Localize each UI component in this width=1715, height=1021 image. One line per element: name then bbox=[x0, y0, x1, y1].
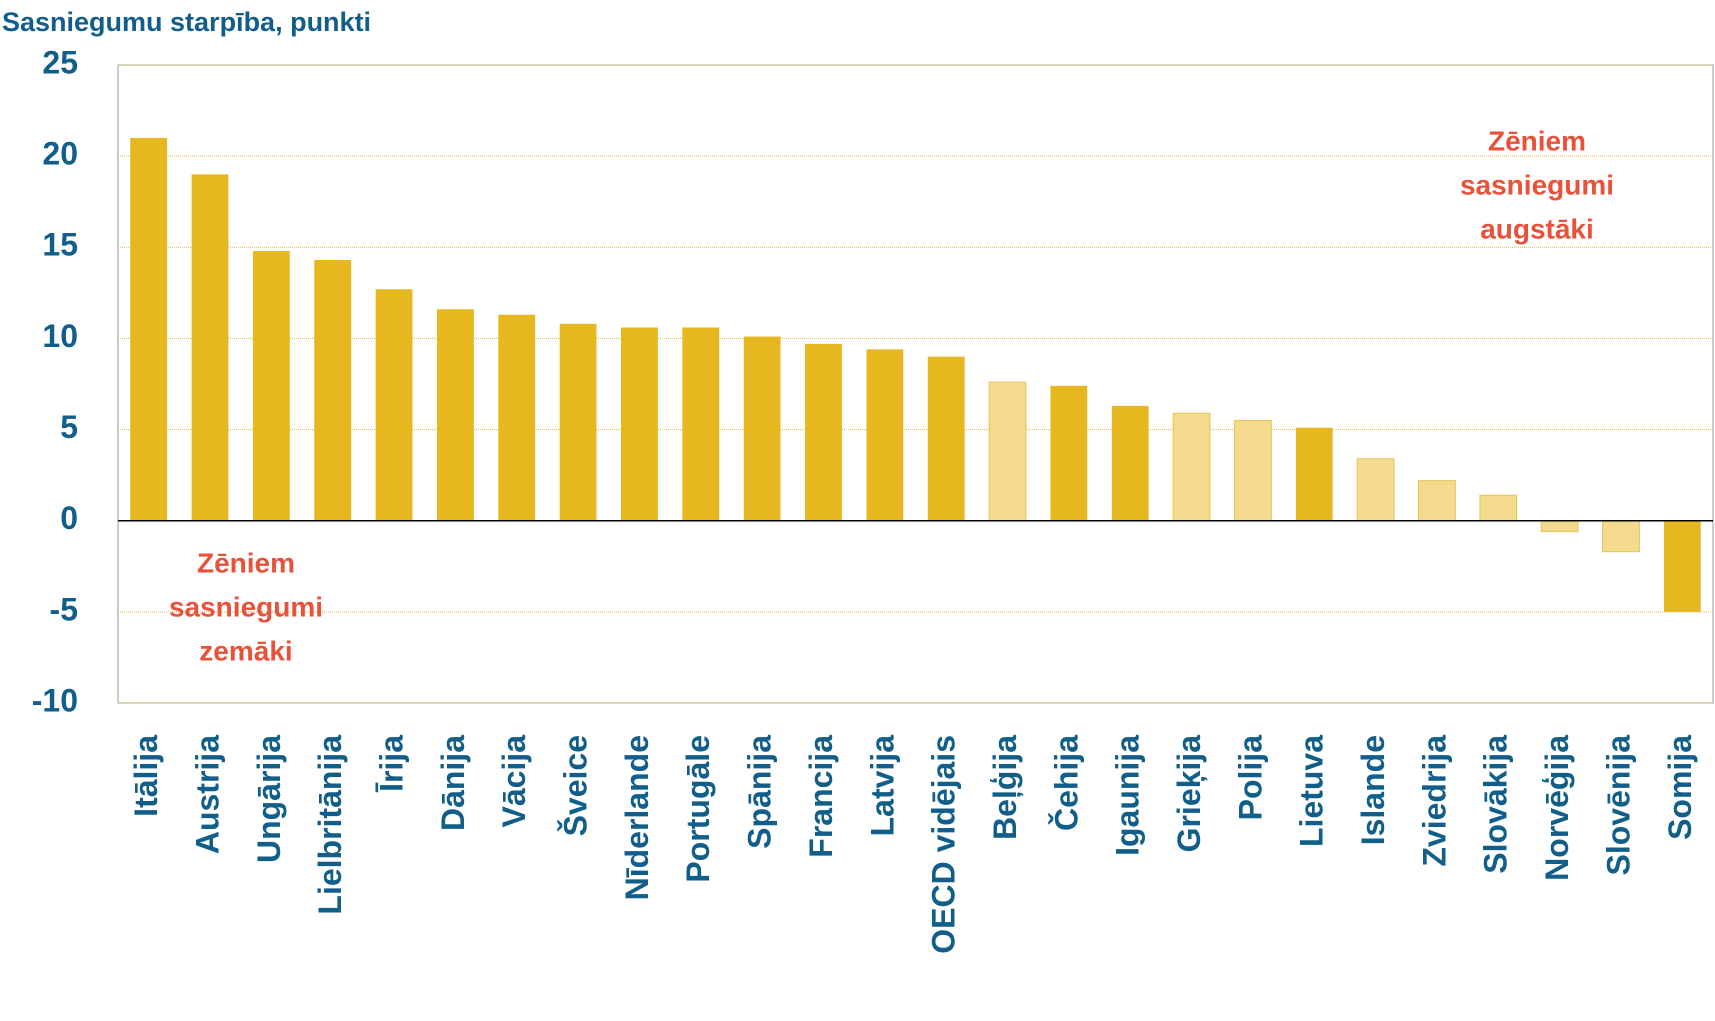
bar bbox=[1234, 419, 1272, 522]
x-tick-label: Portugāle bbox=[680, 735, 716, 883]
x-tick-label: Polija bbox=[1232, 735, 1268, 821]
bar bbox=[866, 349, 904, 521]
x-tick-label: Islande bbox=[1355, 735, 1391, 845]
bar bbox=[621, 327, 658, 521]
y-tick-label: 15 bbox=[42, 227, 78, 263]
x-tick-label: Lielbritānija bbox=[312, 735, 348, 915]
x-tick-label: Slovākija bbox=[1478, 735, 1514, 874]
x-tick-label: Austrija bbox=[189, 735, 225, 854]
x-tick-label: Somija bbox=[1662, 735, 1698, 840]
x-tick-label: Norvēģija bbox=[1539, 735, 1575, 881]
annotation: augstāki bbox=[1480, 213, 1594, 244]
bar bbox=[1663, 520, 1701, 612]
annotation: zemāki bbox=[199, 635, 292, 666]
x-tick-label: OECD vidējais bbox=[926, 735, 962, 954]
x-tick-label: Nīderlande bbox=[619, 735, 655, 900]
y-tick-label: 10 bbox=[42, 318, 78, 354]
bar bbox=[1602, 520, 1640, 553]
bar bbox=[1356, 458, 1395, 522]
bar bbox=[1479, 494, 1518, 522]
x-tick-label: Īrija bbox=[374, 735, 410, 793]
x-tick-label: Itālija bbox=[128, 735, 164, 817]
bar bbox=[191, 174, 229, 521]
annotation: Zēniem bbox=[1488, 125, 1586, 156]
bar bbox=[743, 336, 781, 521]
x-tick-label: Zviedrija bbox=[1416, 735, 1452, 867]
x-tick-label: Dānija bbox=[435, 735, 471, 831]
bar bbox=[130, 137, 168, 521]
y-tick-label: -10 bbox=[32, 682, 78, 718]
x-tick-label: Šveice bbox=[558, 735, 594, 836]
annotation: Zēniem bbox=[197, 547, 295, 578]
bar bbox=[314, 260, 352, 521]
annotation: sasniegumi bbox=[169, 591, 323, 622]
bar bbox=[1111, 405, 1149, 521]
x-tick-label: Igaunija bbox=[1110, 735, 1146, 856]
y-tick-label: 5 bbox=[60, 409, 78, 445]
bar bbox=[805, 343, 842, 521]
bar bbox=[988, 381, 1027, 522]
x-tick-label: Slovēnija bbox=[1600, 735, 1636, 876]
x-tick-label: Čehija bbox=[1048, 735, 1084, 831]
chart-title: Sasniegumu starpība, punkti bbox=[2, 7, 371, 37]
bar bbox=[375, 289, 413, 521]
y-tick-label: 20 bbox=[42, 136, 78, 172]
bar bbox=[1050, 385, 1088, 521]
x-tick-label: Francija bbox=[803, 735, 839, 858]
annotation: sasniegumi bbox=[1460, 169, 1614, 200]
x-tick-label: Latvija bbox=[864, 735, 900, 837]
y-tick-label: 25 bbox=[42, 44, 78, 80]
bar bbox=[1540, 520, 1579, 533]
x-tick-label: Ungārija bbox=[251, 735, 287, 863]
bar bbox=[927, 356, 965, 521]
bar bbox=[559, 323, 597, 521]
bar bbox=[1295, 427, 1333, 521]
bar bbox=[437, 309, 474, 521]
bar bbox=[1418, 480, 1456, 522]
x-tick-label: Beļģija bbox=[987, 735, 1023, 840]
y-tick-label: -5 bbox=[50, 591, 78, 627]
x-tick-label: Lietuva bbox=[1294, 735, 1330, 847]
y-tick-label: 0 bbox=[60, 500, 78, 536]
bar bbox=[498, 314, 536, 521]
x-tick-label: Vācija bbox=[496, 735, 532, 828]
bar bbox=[682, 327, 720, 521]
plot-area bbox=[117, 64, 1714, 704]
bar bbox=[1172, 412, 1211, 522]
x-tick-label: Grieķija bbox=[1171, 735, 1207, 853]
bar bbox=[252, 250, 290, 521]
x-tick-label: Spānija bbox=[742, 735, 778, 849]
